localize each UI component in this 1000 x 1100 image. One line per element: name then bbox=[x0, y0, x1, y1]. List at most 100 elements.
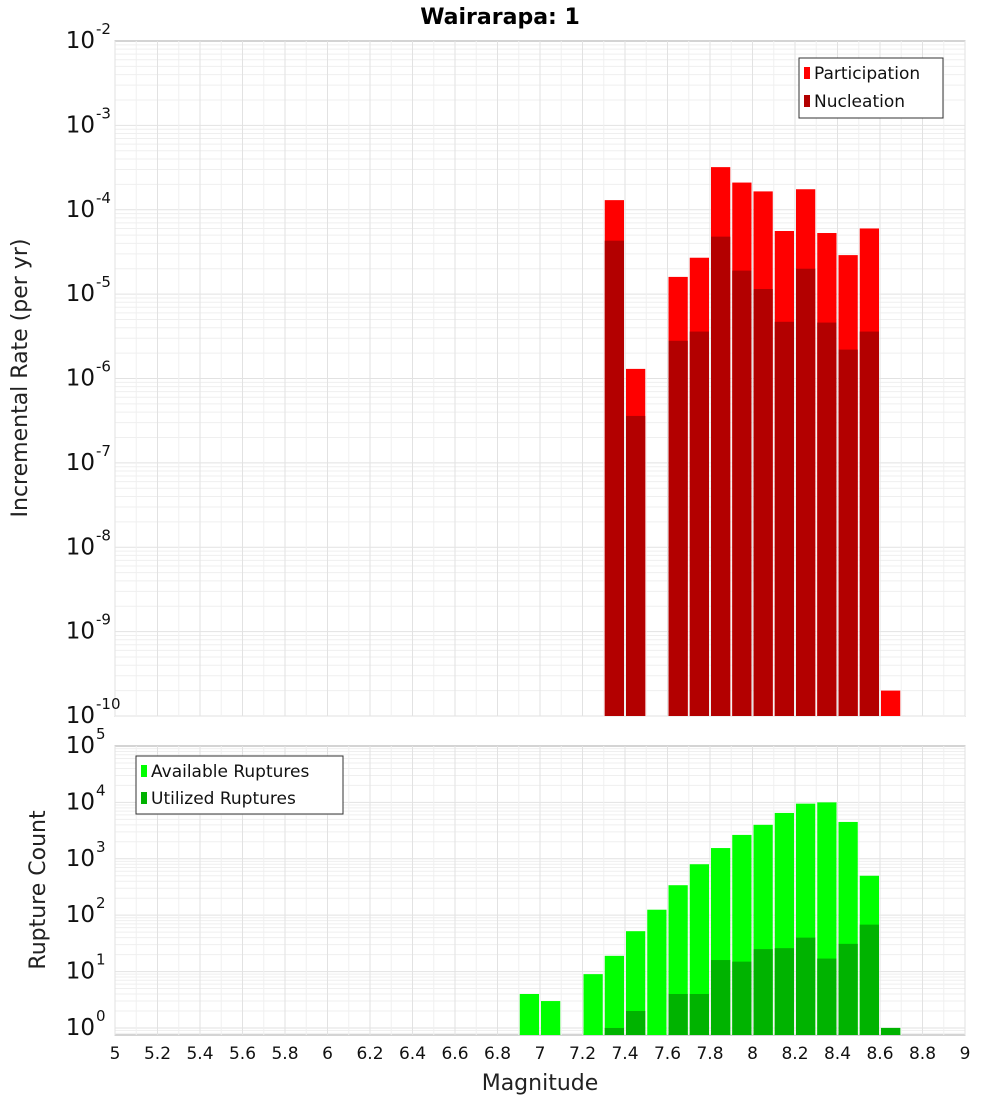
available-ruptures-bar bbox=[583, 974, 603, 1035]
y-tick-exponent: 4 bbox=[96, 781, 106, 799]
y-tick-exponent: -6 bbox=[96, 358, 111, 376]
x-tick-label: 7.8 bbox=[696, 1044, 723, 1064]
utilized-ruptures-bar bbox=[817, 958, 837, 1035]
utilized-ruptures-bar bbox=[668, 994, 688, 1035]
rate-legend: Participation Nucleation bbox=[798, 57, 944, 119]
y-tick-label: 10 bbox=[66, 703, 95, 729]
available-ruptures-bar bbox=[604, 955, 624, 1035]
x-tick-label: 6.2 bbox=[356, 1044, 383, 1064]
y-tick-exponent: -4 bbox=[96, 189, 111, 207]
y-tick-exponent: -7 bbox=[96, 442, 111, 460]
legend-label-participation: Participation bbox=[814, 64, 920, 84]
nucleation-bar bbox=[732, 270, 752, 716]
y-tick-label: 10 bbox=[66, 1015, 95, 1041]
rate-y-ticks: 10-210-310-410-510-610-710-810-910-10 bbox=[66, 20, 121, 729]
y-tick-label: 10 bbox=[66, 902, 95, 928]
x-tick-label: 5.2 bbox=[144, 1044, 171, 1064]
y-tick-label: 10 bbox=[66, 619, 95, 645]
x-tick-label: 7.2 bbox=[569, 1044, 596, 1064]
legend-label-utilized-ruptures: Utilized Ruptures bbox=[151, 789, 296, 809]
count-legend-box bbox=[135, 755, 344, 815]
x-tick-label: 7.6 bbox=[654, 1044, 681, 1064]
y-tick-exponent: 1 bbox=[96, 951, 106, 969]
nucleation-bar bbox=[817, 322, 837, 716]
x-tick-label: 8.6 bbox=[866, 1044, 893, 1064]
available-ruptures-bar bbox=[541, 1001, 561, 1035]
nucleation-bar bbox=[774, 321, 794, 716]
y-tick-label: 10 bbox=[66, 366, 95, 392]
y-tick-label: 10 bbox=[66, 846, 95, 872]
available-ruptures-bar bbox=[647, 909, 667, 1035]
x-tick-label: 8 bbox=[747, 1044, 758, 1064]
x-tick-label: 7.4 bbox=[611, 1044, 638, 1064]
x-tick-label: 5.4 bbox=[186, 1044, 213, 1064]
count-legend: Available Ruptures Utilized Ruptures bbox=[135, 755, 344, 815]
utilized-ruptures-bar bbox=[838, 943, 858, 1035]
utilized-ruptures-bar bbox=[711, 960, 731, 1035]
x-tick-label: 5.6 bbox=[229, 1044, 256, 1064]
y-tick-exponent: -5 bbox=[96, 273, 111, 291]
rate-panel: 10-210-310-410-510-610-710-810-910-10 In… bbox=[8, 20, 966, 729]
legend-label-nucleation: Nucleation bbox=[814, 92, 905, 112]
y-tick-label: 10 bbox=[66, 789, 95, 815]
y-tick-exponent: 3 bbox=[96, 838, 106, 856]
nucleation-bar bbox=[604, 240, 624, 717]
x-tick-label: 9 bbox=[960, 1044, 971, 1064]
y-tick-label: 10 bbox=[66, 281, 95, 307]
x-tick-label: 6 bbox=[322, 1044, 333, 1064]
available-ruptures-bar bbox=[519, 994, 539, 1035]
utilized-ruptures-bar bbox=[859, 924, 879, 1035]
nucleation-bar bbox=[753, 289, 773, 716]
x-tick-label: 8.4 bbox=[824, 1044, 851, 1064]
y-tick-exponent: 5 bbox=[96, 725, 106, 743]
utilized-ruptures-bar bbox=[732, 961, 752, 1035]
x-tick-label: 5 bbox=[110, 1044, 121, 1064]
available-ruptures-bar bbox=[626, 931, 646, 1035]
y-tick-exponent: -3 bbox=[96, 104, 111, 122]
nucleation-bar bbox=[668, 340, 688, 716]
y-tick-label: 10 bbox=[66, 197, 95, 223]
legend-swatch-participation bbox=[804, 67, 810, 79]
y-tick-label: 10 bbox=[66, 959, 95, 985]
x-tick-label: 8.8 bbox=[909, 1044, 936, 1064]
nucleation-bar bbox=[711, 236, 731, 716]
utilized-ruptures-bar bbox=[626, 1010, 646, 1035]
rate-gridlines bbox=[114, 41, 966, 717]
nucleation-bar bbox=[838, 349, 858, 716]
y-tick-label: 10 bbox=[66, 112, 95, 138]
participation-bar bbox=[881, 690, 901, 716]
nucleation-bar bbox=[689, 331, 709, 716]
available-ruptures-bar bbox=[689, 864, 709, 1035]
rate-legend-box bbox=[798, 57, 944, 119]
x-axis-ticks: 5 5.2 5.4 5.6 5.8 6 6.2 6.4 6.6 6.8 7 7.2 7.4 7.6 7.8 8… bbox=[110, 1044, 971, 1064]
y-tick-exponent: -10 bbox=[96, 695, 121, 713]
legend-label-available-ruptures: Available Ruptures bbox=[151, 762, 309, 782]
nucleation-bar bbox=[626, 415, 646, 716]
y-tick-label: 10 bbox=[66, 450, 95, 476]
y-tick-label: 10 bbox=[66, 28, 95, 54]
x-tick-label: 8.2 bbox=[781, 1044, 808, 1064]
nucleation-bar bbox=[859, 331, 879, 716]
rate-bars bbox=[604, 167, 901, 717]
nucleation-bar bbox=[796, 268, 816, 716]
y-tick-exponent: 0 bbox=[96, 1007, 106, 1025]
utilized-ruptures-bar bbox=[774, 948, 794, 1035]
utilized-ruptures-bar bbox=[881, 1027, 901, 1035]
y-tick-label: 10 bbox=[66, 733, 95, 759]
legend-swatch-available-ruptures bbox=[141, 765, 147, 777]
utilized-ruptures-bar bbox=[689, 994, 709, 1035]
legend-swatch-utilized-ruptures bbox=[141, 792, 147, 804]
x-tick-label: 6.4 bbox=[399, 1044, 426, 1064]
utilized-ruptures-bar bbox=[753, 949, 773, 1035]
y-tick-label: 10 bbox=[66, 534, 95, 560]
utilized-ruptures-bar bbox=[604, 1027, 624, 1035]
y-tick-exponent: -9 bbox=[96, 611, 111, 629]
y-tick-exponent: -8 bbox=[96, 526, 111, 544]
x-tick-label: 6.8 bbox=[484, 1044, 511, 1064]
x-axis-label: Magnitude bbox=[482, 1071, 599, 1096]
x-tick-label: 5.8 bbox=[271, 1044, 298, 1064]
count-bars bbox=[519, 802, 901, 1035]
